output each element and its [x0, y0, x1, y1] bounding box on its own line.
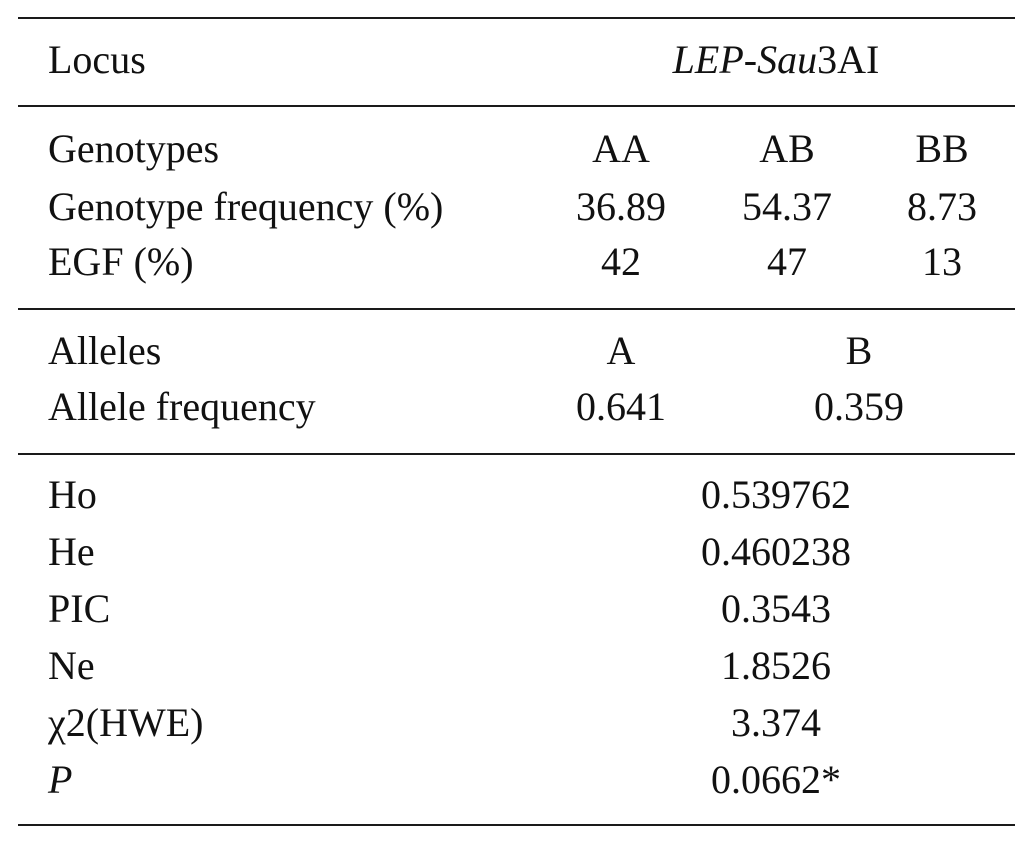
stat-label-ne: Ne: [48, 643, 95, 688]
stat-label-chi-square: χ2(HWE): [48, 700, 204, 745]
genotype-frequency-label: Genotype frequency (%): [48, 184, 444, 229]
stat-label-ho: Ho: [48, 472, 97, 517]
top-rule: [18, 17, 1015, 19]
alleles-label: Alleles: [48, 328, 162, 373]
genotype-col-bb: BB: [915, 126, 969, 171]
header-rule: [18, 105, 1015, 107]
egf-aa: 42: [601, 239, 641, 284]
locus-name-part-c: 3AI: [817, 37, 880, 82]
allele-frequency-b: 0.359: [814, 384, 904, 429]
egf-bb: 13: [922, 239, 962, 284]
genotype-frequency-ab: 54.37: [742, 184, 832, 229]
stat-value-p: 0.0662*: [711, 757, 841, 802]
stat-label-pic: PIC: [48, 586, 111, 631]
genetic-diversity-table: Locus LEP-Sau3AI Genotypes AA AB BB Geno…: [18, 0, 1015, 845]
locus-name-part-a: LEP: [672, 37, 744, 82]
genotype-frequency-bb: 8.73: [907, 184, 977, 229]
genotype-frequency-aa: 36.89: [576, 184, 666, 229]
stat-value-he: 0.460238: [701, 529, 851, 574]
locus-name-part-b: Sau: [757, 37, 818, 82]
locus-label: Locus: [48, 37, 146, 82]
stat-value-chi-square: 3.374: [731, 700, 821, 745]
genotype-col-ab: AB: [759, 126, 815, 171]
stat-label-p: P: [48, 757, 73, 802]
locus-name-dash: -: [743, 37, 758, 82]
allele-col-b: B: [845, 328, 873, 373]
allele-frequency-label: Allele frequency: [48, 384, 316, 429]
egf-label: EGF (%): [48, 239, 194, 284]
stat-value-ne: 1.8526: [721, 643, 831, 688]
locus-name: LEP-Sau3AI: [673, 37, 880, 83]
stat-label-he: He: [48, 529, 95, 574]
genotype-col-aa: AA: [592, 126, 650, 171]
bottom-rule: [18, 824, 1015, 826]
stat-value-ho: 0.539762: [701, 472, 851, 517]
stat-value-pic: 0.3543: [721, 586, 831, 631]
allele-frequency-a: 0.641: [576, 384, 666, 429]
genotypes-rule: [18, 308, 1015, 310]
alleles-rule: [18, 453, 1015, 455]
egf-ab: 47: [767, 239, 807, 284]
allele-col-a: A: [606, 328, 636, 373]
genotypes-label: Genotypes: [48, 126, 220, 171]
